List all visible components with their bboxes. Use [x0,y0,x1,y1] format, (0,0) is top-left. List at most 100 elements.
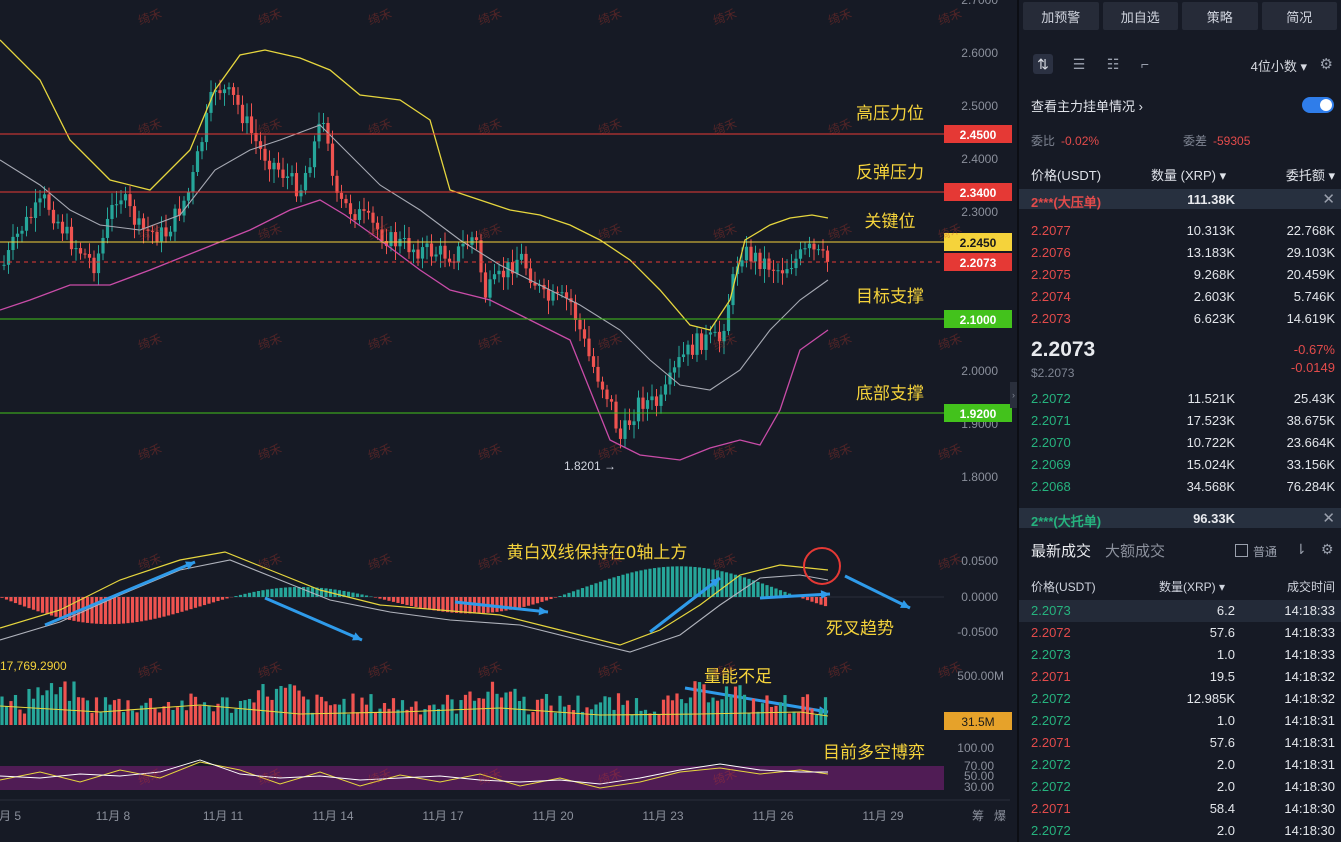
candle-body [429,243,434,257]
asks-view-icon[interactable]: ☷ [1106,56,1120,72]
macd-bar [22,597,27,607]
candle-body [470,237,474,245]
macd-bar [247,592,252,597]
ask-qty: 6.623K [1193,311,1235,326]
tab-latest-trades[interactable]: 最新成交 [1031,543,1092,560]
rsi-axis-label: 30.00 [964,780,994,794]
macd-bar [598,581,603,597]
candle-body [605,389,609,400]
rsi-line-2 [0,759,828,785]
bids-view-icon[interactable]: ☰ [1072,56,1086,72]
bid-row[interactable]: 2.2071 17.523K 38.675K [1019,410,1341,432]
volume-bar [274,688,279,725]
settings-icon[interactable]: ⚙ [1321,541,1334,557]
normal-checkbox[interactable] [1235,544,1248,557]
volume-bar [742,694,747,725]
depth-view-icon[interactable]: ⌐ [1140,56,1150,72]
volume-bar [616,693,621,725]
big-ask-qty: 111.38K [1187,192,1235,207]
gear-icon[interactable]: ⚙ [1319,56,1333,73]
tab-large-trades[interactable]: 大额成交 [1105,543,1166,560]
normal-label: 普通 [1253,545,1278,559]
volume-bar [760,703,765,725]
price-chart[interactable]: 2.7000 2.6000 2.5000 2.4000 2.3000 2.1000 2.00… [0,0,1017,842]
candle-body [303,172,308,191]
ask-row[interactable]: 2.2075 9.268K 20.459K [1019,264,1341,286]
big-bid-row[interactable]: 2***(大托单) 96.33K ✕ [1019,508,1341,529]
col-amount[interactable]: 委托额 ▾ [1285,168,1335,183]
candle-body [803,248,807,250]
candle-body [501,270,506,278]
macd-bar [715,570,720,597]
ask-row[interactable]: 2.2077 10.313K 22.768K [1019,220,1341,242]
panel-divider[interactable] [1017,0,1019,842]
decimals-select[interactable]: 4位小数 ▾ [1251,56,1307,75]
macd-bar [747,578,751,597]
volume-bar [117,698,121,725]
trade-price: 2.2073 [1031,603,1071,618]
volume-bar [702,684,706,725]
volume-bar [162,706,166,725]
ask-row[interactable]: 2.2073 6.623K 14.619K [1019,308,1341,330]
strategy-button[interactable]: 策略 [1182,2,1258,30]
macd-bar [760,583,765,597]
close-icon[interactable]: ✕ [1322,191,1335,208]
macd-bar [274,588,279,597]
trend-arrow [264,596,363,642]
volume-bar [135,712,139,725]
bid-row[interactable]: 2.2072 11.521K 25.43K [1019,388,1341,410]
macd-bar [198,597,202,607]
overview-button[interactable]: 简况 [1261,2,1337,30]
both-sides-view-icon[interactable]: ⇅ [1033,54,1053,74]
watermark-text: 绮禾 [596,331,623,352]
panel-collapse-handle[interactable]: › [1010,382,1017,408]
add-alert-button[interactable]: 加预警 [1023,2,1099,30]
watermark-text: 绮禾 [256,441,283,462]
bid-row[interactable]: 2.2070 10.722K 23.664K [1019,432,1341,454]
ask-amount: 29.103K [1286,245,1335,260]
col-qty[interactable]: 数量 (XRP) ▾ [1151,168,1227,183]
trade-qty: 57.6 [1209,625,1235,640]
volume-tag-value: 31.5M [961,715,994,729]
trend-arrow [649,576,721,634]
price-axis-label: 2.7000 [961,0,998,7]
macd-bar [391,597,396,602]
candle-body [24,216,29,231]
volume-bar [216,703,220,725]
macd-bar [450,597,454,613]
macd-bar [117,597,121,624]
main-orders-link[interactable]: 查看主力挂单情况 › [1031,96,1143,115]
candle-body [146,229,150,231]
candle-body [200,142,204,152]
candle-body [794,258,798,269]
volume-bar [603,696,607,725]
trade-row: 2.2072 2.0 14:18:31 [1019,754,1341,776]
watermark-text: 绮禾 [826,331,853,352]
filter-icon[interactable]: ⇂ [1295,541,1307,557]
level-annotation: 目标支撑 [856,287,924,307]
bid-row[interactable]: 2.2068 34.568K 76.284K [1019,476,1341,498]
macd-bar [607,578,612,597]
volume-bar [450,699,454,725]
macd-bar [594,583,598,597]
bid-row[interactable]: 2.2069 15.024K 33.156K [1019,454,1341,476]
main-orders-toggle[interactable] [1302,97,1334,113]
ask-row[interactable]: 2.2074 2.603K 5.746K [1019,286,1341,308]
candle-body [497,270,501,275]
chart-canvas[interactable]: 2.7000 2.6000 2.5000 2.4000 2.3000 2.1000 2.00… [0,0,1017,842]
close-icon[interactable]: ✕ [1322,510,1335,527]
trend-arrowhead [900,600,910,608]
candle-body [821,249,825,251]
trade-col-qty[interactable]: 数量(XRP) ▾ [1159,580,1226,594]
volume-bar [211,711,216,725]
big-ask-row[interactable]: 2***(大压单) 111.38K ✕ [1019,189,1341,210]
volume-bar [526,714,531,725]
volume-bar [409,706,414,725]
volume-bar [27,688,31,725]
ask-amount: 22.768K [1286,223,1335,238]
col-qty-label: 数量 (XRP) [1151,168,1217,183]
watermark-text: 绮禾 [476,6,503,27]
ask-row[interactable]: 2.2076 13.183K 29.103K [1019,242,1341,264]
candle-body [173,208,177,232]
add-watchlist-button[interactable]: 加自选 [1102,2,1178,30]
